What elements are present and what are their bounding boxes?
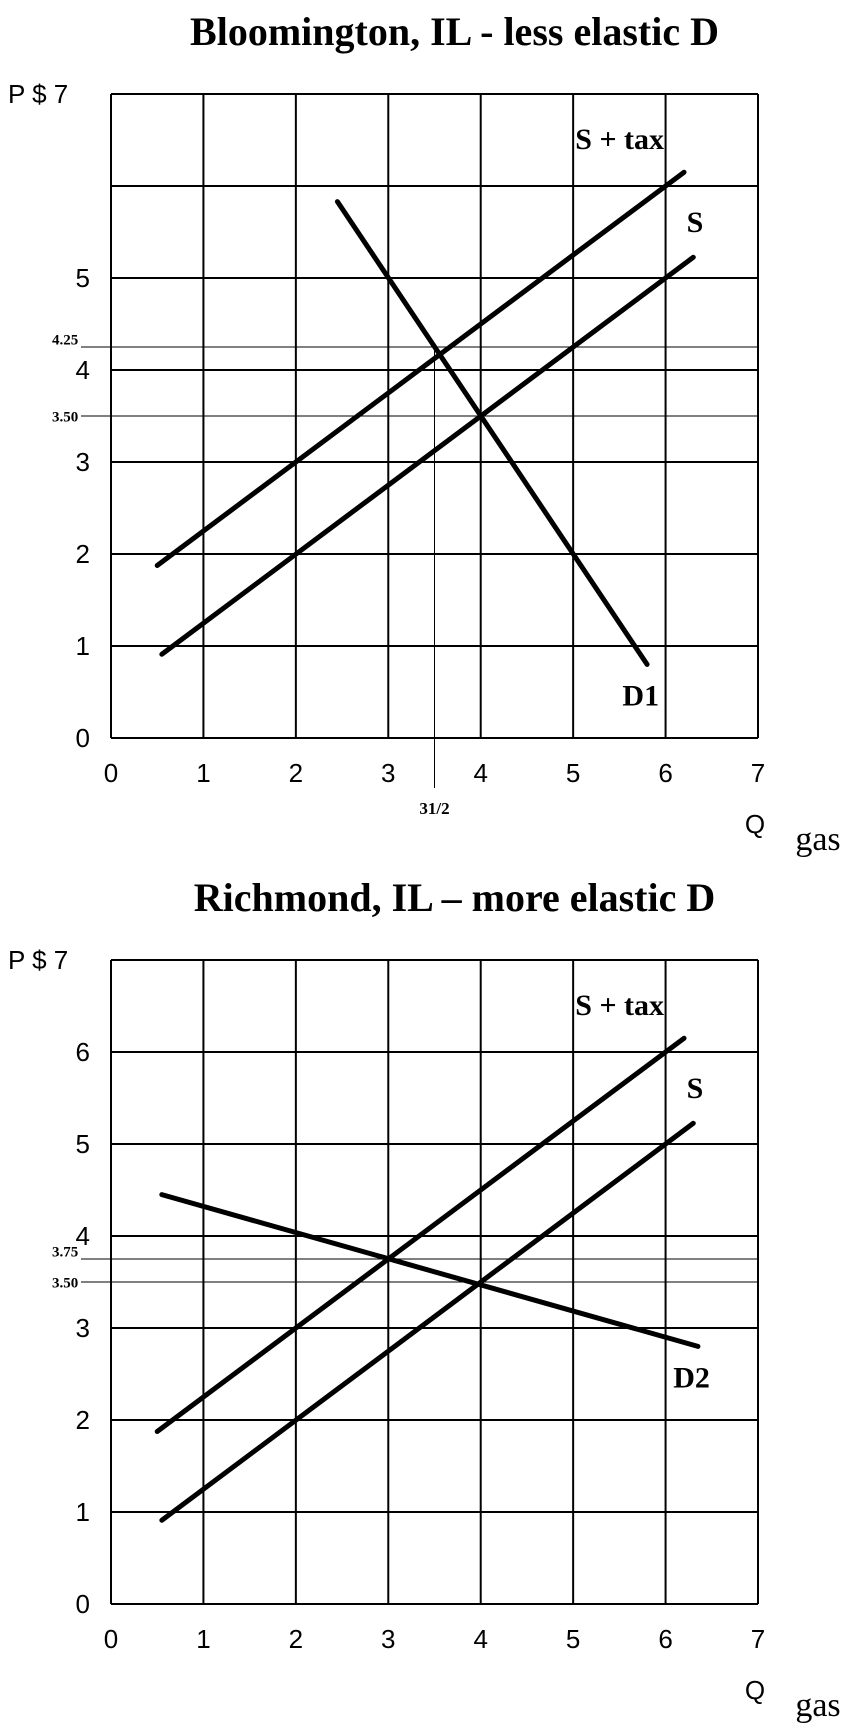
y-tick-label: 3 bbox=[76, 1313, 90, 1343]
y-tick-label: 1 bbox=[76, 1497, 90, 1527]
x-axis-label-sub: gas bbox=[795, 821, 840, 858]
x-tick-label: 2 bbox=[289, 1624, 303, 1654]
chart-title: Richmond, IL – more elastic D bbox=[194, 875, 715, 920]
x-axis-label: Q bbox=[745, 1675, 765, 1705]
y-tick-label: 6 bbox=[76, 1037, 90, 1067]
series-label: S bbox=[687, 206, 704, 239]
series-label: S bbox=[687, 1072, 704, 1105]
series-label: S + tax bbox=[575, 989, 664, 1022]
x-tick-label: 4 bbox=[473, 758, 487, 788]
x-tick-label: 1 bbox=[196, 758, 210, 788]
chart-title: Bloomington, IL - less elastic D bbox=[190, 9, 719, 54]
reference-label: 3.50 bbox=[52, 1275, 78, 1291]
y-tick-label: P $ 7 bbox=[8, 945, 68, 975]
x-tick-label: 0 bbox=[104, 1624, 118, 1654]
series-label: S + tax bbox=[575, 123, 664, 156]
x-axis-label-sub: gas bbox=[795, 1687, 840, 1724]
y-tick-label: 1 bbox=[76, 631, 90, 661]
x-tick-label: 2 bbox=[289, 758, 303, 788]
y-tick-label: 0 bbox=[76, 723, 90, 753]
y-tick-label: 5 bbox=[76, 263, 90, 293]
x-tick-label: 1 bbox=[196, 1624, 210, 1654]
y-tick-label: 5 bbox=[76, 1129, 90, 1159]
series-line bbox=[159, 254, 696, 657]
x-tick-label: 3 bbox=[381, 1624, 395, 1654]
x-tick-label: 5 bbox=[566, 758, 580, 788]
series-line bbox=[159, 1120, 696, 1523]
y-tick-label: 4 bbox=[76, 1221, 90, 1251]
x-tick-label: 4 bbox=[473, 1624, 487, 1654]
x-tick-label: 5 bbox=[566, 1624, 580, 1654]
series-line bbox=[154, 1035, 687, 1434]
series-line bbox=[334, 199, 650, 667]
y-tick-label: 4 bbox=[76, 355, 90, 385]
y-tick-label: P $ 7 bbox=[8, 79, 68, 109]
x-tick-label: 6 bbox=[658, 1624, 672, 1654]
y-tick-label: 2 bbox=[76, 1405, 90, 1435]
x-tick-label: 7 bbox=[751, 1624, 765, 1654]
x-tick-label: 6 bbox=[658, 758, 672, 788]
reference-label: 3.50 bbox=[52, 409, 78, 425]
series-label: D1 bbox=[622, 679, 659, 712]
x-tick-label: 7 bbox=[751, 758, 765, 788]
reference-label: 4.25 bbox=[52, 332, 78, 348]
series-line bbox=[154, 169, 687, 568]
series-line bbox=[159, 1192, 701, 1349]
x-axis-label: Q bbox=[745, 809, 765, 839]
x-tick-label: 3 bbox=[381, 758, 395, 788]
y-tick-label: 0 bbox=[76, 1589, 90, 1619]
y-tick-label: 3 bbox=[76, 447, 90, 477]
reference-label: 3.75 bbox=[52, 1244, 78, 1260]
series-label: D2 bbox=[673, 1361, 710, 1394]
y-tick-label: 2 bbox=[76, 539, 90, 569]
reference-label: 31/2 bbox=[419, 799, 449, 818]
x-tick-label: 0 bbox=[104, 758, 118, 788]
